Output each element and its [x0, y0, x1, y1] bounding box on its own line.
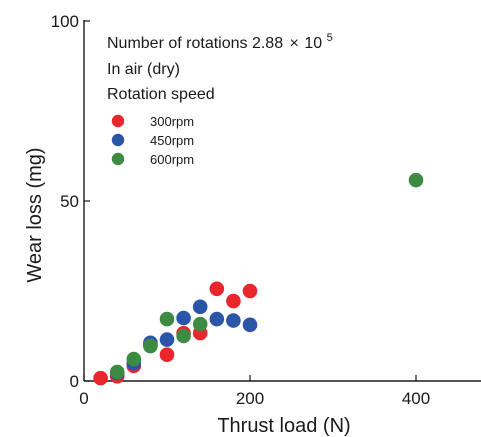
axis-ticks [83, 20, 417, 382]
x-axis-title: Thrust load (N) [217, 415, 350, 437]
rotations-annotation: Number of rotations 2.88 × 10 5 [107, 32, 333, 52]
data-point-450rpm [159, 332, 175, 347]
legend-label-300rpm: 300rpm [150, 114, 194, 129]
axis-tick-labels: 0 200 400 0 50 100 [51, 12, 431, 408]
environment-annotation: In air (dry) [107, 61, 180, 78]
data-point-300rpm [226, 293, 241, 309]
data-point-300rpm [93, 370, 108, 386]
legend-marker-600rpm [111, 152, 125, 166]
y-tick-label: 0 [70, 372, 79, 391]
data-point-450rpm [209, 311, 225, 327]
data-point-450rpm [226, 313, 241, 328]
data-point-600rpm [176, 328, 191, 344]
rotations-prefix: Number of rotations 2.88 [107, 35, 283, 52]
rotations-base: 10 [304, 35, 322, 52]
rotation-speed-heading: Rotation speed [107, 86, 215, 103]
x-tick-label: 200 [236, 389, 264, 408]
data-point-600rpm [109, 364, 125, 380]
y-tick-label: 100 [51, 12, 79, 31]
data-point-450rpm [192, 299, 208, 315]
legend-label-450rpm: 450rpm [150, 133, 194, 148]
legend: 300rpm 450rpm 600rpm [111, 114, 194, 167]
data-point-450rpm [176, 310, 191, 326]
data-point-600rpm [408, 172, 424, 188]
data-points [93, 172, 424, 386]
data-point-600rpm [192, 316, 208, 332]
y-tick-label: 50 [60, 192, 79, 211]
legend-label-600rpm: 600rpm [150, 152, 194, 167]
data-point-600rpm [159, 311, 175, 327]
data-point-450rpm [242, 317, 258, 333]
legend-marker-300rpm [111, 114, 125, 128]
x-tick-label: 400 [402, 389, 430, 408]
data-point-600rpm [126, 351, 142, 367]
rotations-times-sign: × [290, 35, 299, 52]
y-axis-title: Wear loss (mg) [24, 147, 46, 282]
data-point-300rpm [159, 347, 175, 363]
rotations-exponent: 5 [327, 32, 333, 44]
data-point-600rpm [143, 338, 158, 354]
data-point-300rpm [209, 281, 225, 297]
x-tick-label: 0 [79, 389, 88, 408]
data-point-300rpm [242, 283, 258, 299]
legend-marker-450rpm [111, 133, 125, 147]
